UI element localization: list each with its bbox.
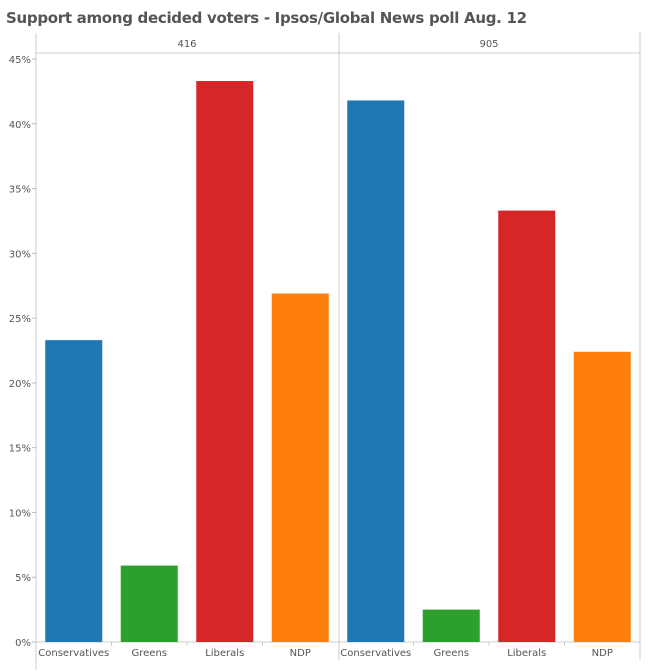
y-tick-label: 30% — [9, 249, 31, 260]
x-tick-label: Liberals — [205, 648, 244, 659]
x-tick-label: Conservatives — [340, 648, 411, 659]
y-tick-label: 15% — [9, 444, 31, 455]
panel-header-416: 416 — [177, 39, 196, 50]
bar-416-ndp — [271, 293, 329, 642]
bar-416-liberals — [196, 81, 254, 643]
y-tick-label: 25% — [9, 314, 31, 325]
y-tick-label: 35% — [9, 185, 31, 196]
y-tick-label: 20% — [9, 379, 31, 390]
bar-905-conservatives — [347, 100, 405, 643]
y-tick-label: 5% — [15, 573, 31, 584]
chart-title: Support among decided voters - Ipsos/Glo… — [6, 9, 527, 27]
bar-416-conservatives — [45, 340, 103, 642]
bar-416-greens — [120, 565, 178, 642]
panel-header-905: 905 — [479, 39, 498, 50]
y-tick-label: 10% — [9, 508, 31, 519]
x-tick-label: Conservatives — [38, 648, 109, 659]
x-tick-label: Greens — [132, 648, 168, 659]
bar-905-liberals — [498, 210, 556, 642]
x-tick-label: Greens — [434, 648, 470, 659]
bar-905-greens — [422, 609, 480, 642]
y-tick-label: 45% — [9, 55, 31, 66]
x-tick-label: Liberals — [507, 648, 546, 659]
bar-905-ndp — [573, 351, 631, 642]
x-tick-label: NDP — [592, 648, 613, 659]
y-tick-label: 40% — [9, 120, 31, 131]
y-tick-label: 0% — [15, 638, 31, 649]
x-tick-label: NDP — [290, 648, 311, 659]
